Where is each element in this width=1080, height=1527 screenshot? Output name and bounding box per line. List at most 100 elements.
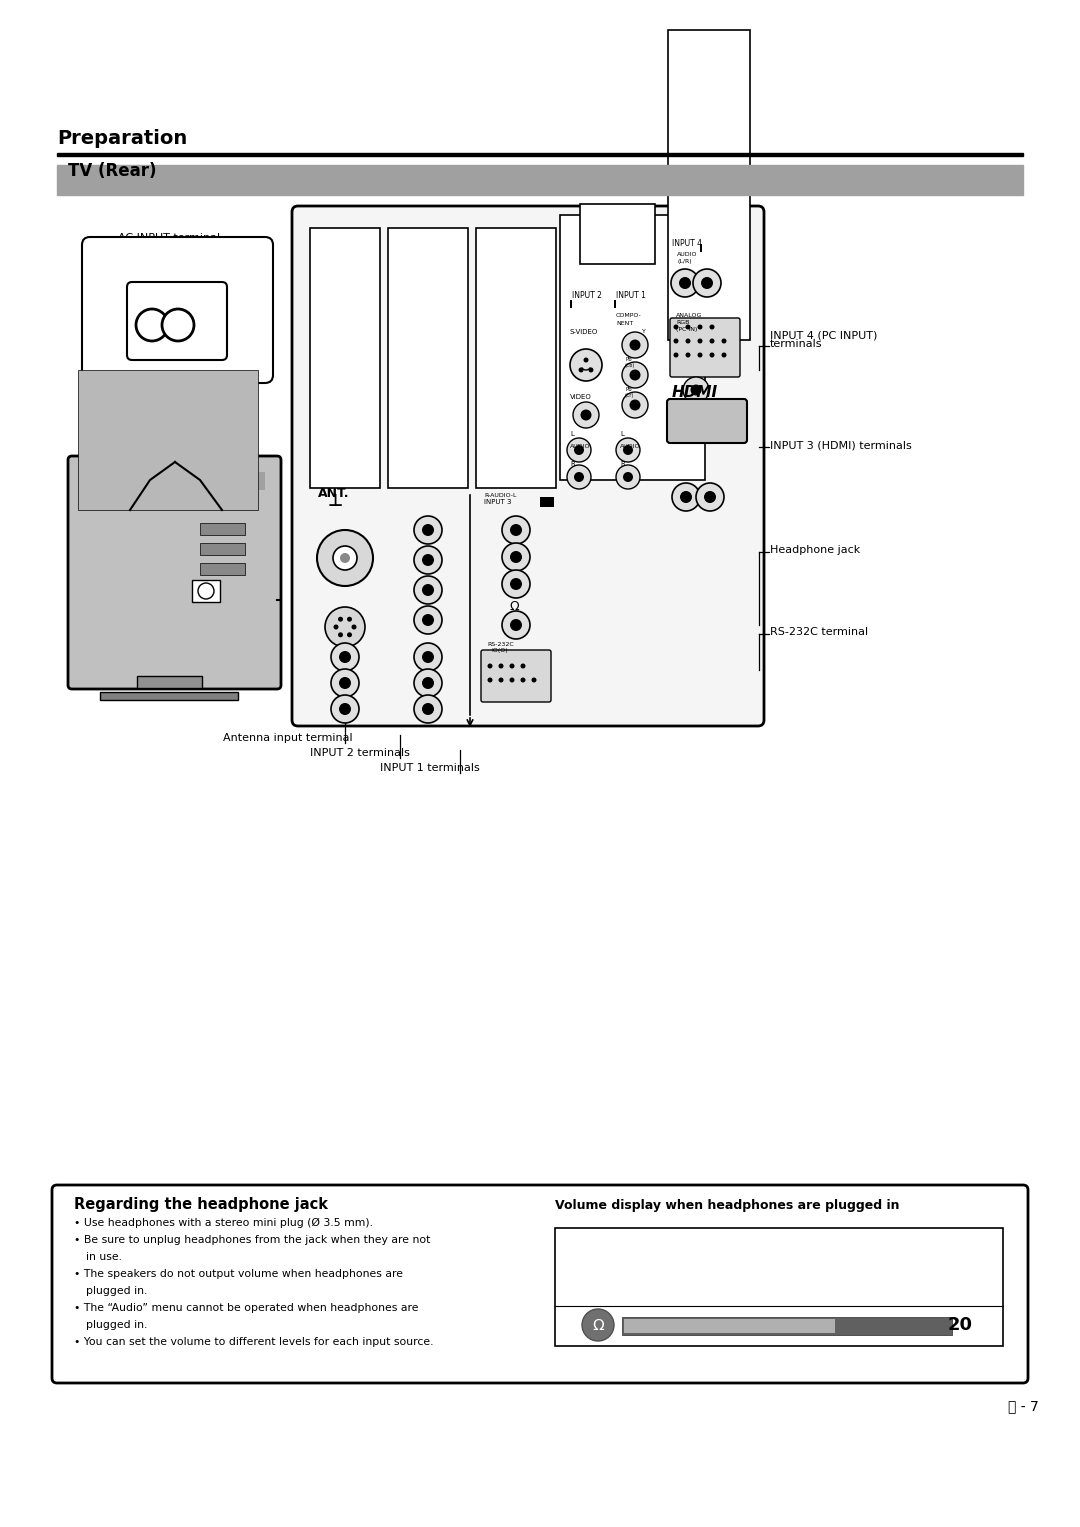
Text: AUDIO: AUDIO [570,444,591,449]
Circle shape [567,466,591,489]
Circle shape [422,524,434,536]
Circle shape [622,362,648,388]
Text: terminals: terminals [770,339,823,350]
Bar [669,31,750,341]
Circle shape [579,368,583,373]
Circle shape [333,547,357,570]
Text: INPUT 2: INPUT 2 [572,292,602,299]
Text: 20: 20 [947,1316,972,1335]
FancyBboxPatch shape [52,1185,1028,1383]
Bar [192,580,220,602]
Circle shape [671,269,699,296]
Text: Ω: Ω [592,1318,604,1333]
Circle shape [339,676,351,689]
Circle shape [686,325,690,330]
Circle shape [414,516,442,544]
Text: R: R [570,461,575,467]
Text: ANT.: ANT. [318,487,350,499]
Circle shape [334,625,338,629]
Circle shape [330,669,359,696]
Bar [310,228,380,489]
Bar [540,496,554,507]
Circle shape [680,492,692,502]
Text: R-AUDIO-L: R-AUDIO-L [484,493,516,498]
Bar [700,244,702,252]
Circle shape [422,583,434,596]
Circle shape [347,632,352,637]
Text: Ω: Ω [509,600,518,612]
Text: TV (Rear): TV (Rear) [68,162,157,180]
Circle shape [582,1309,615,1341]
Text: AUDIO: AUDIO [620,444,640,449]
Circle shape [573,444,584,455]
Text: INPUT 4: INPUT 4 [672,240,702,247]
Text: RS-232C: RS-232C [487,641,514,647]
Circle shape [674,325,678,330]
Circle shape [414,669,442,696]
Circle shape [698,325,702,330]
Circle shape [672,483,700,512]
Circle shape [330,643,359,670]
Circle shape [499,678,503,683]
Text: ⊥: ⊥ [328,492,343,510]
Circle shape [330,695,359,722]
Circle shape [502,611,530,638]
Bar [555,1228,1003,1345]
Text: Antenna input terminal: Antenna input terminal [224,733,353,744]
Text: NENT: NENT [616,321,633,325]
Text: Volume display when headphones are plugged in: Volume display when headphones are plugg… [555,1199,900,1212]
Circle shape [521,664,526,669]
Text: in use.: in use. [86,1252,122,1261]
Bar [57,165,1023,195]
Circle shape [721,339,727,344]
Bar [580,205,654,264]
Circle shape [704,492,716,502]
Circle shape [674,339,678,344]
Circle shape [581,409,592,420]
Circle shape [325,608,365,647]
Text: S-VIDEO: S-VIDEO [570,328,598,334]
Circle shape [502,570,530,599]
Text: R: R [620,461,624,467]
Circle shape [623,472,633,483]
Circle shape [422,676,434,689]
Bar [615,299,616,308]
FancyBboxPatch shape [82,237,273,383]
Circle shape [622,392,648,418]
Text: INPUT 1: INPUT 1 [616,292,646,299]
Text: (Cb): (Cb) [625,363,635,368]
Circle shape [630,400,640,411]
Circle shape [622,331,648,357]
Circle shape [422,651,434,663]
Circle shape [710,339,715,344]
Circle shape [531,678,537,683]
Text: (PC IN): (PC IN) [676,327,698,331]
Text: VIDEO: VIDEO [570,394,592,400]
Text: Preparation: Preparation [57,128,187,148]
Text: (L/R): (L/R) [677,260,691,264]
Text: L: L [570,431,573,437]
Circle shape [422,614,434,626]
FancyBboxPatch shape [667,399,747,443]
FancyBboxPatch shape [292,206,764,725]
Text: RGB: RGB [676,321,689,325]
Text: RS-232C terminal: RS-232C terminal [770,628,868,637]
Circle shape [162,308,194,341]
Circle shape [414,695,442,722]
Circle shape [422,554,434,567]
Circle shape [414,643,442,670]
Circle shape [487,664,492,669]
Circle shape [487,678,492,683]
Circle shape [510,579,522,589]
Circle shape [510,524,522,536]
Circle shape [339,702,351,715]
Circle shape [351,625,356,629]
Circle shape [422,702,434,715]
Text: plugged in.: plugged in. [86,1286,147,1296]
Text: INPUT 3 (HDMI) terminals: INPUT 3 (HDMI) terminals [770,440,912,450]
Text: ANALOG: ANALOG [676,313,702,318]
Bar [137,676,202,689]
Text: (Cr): (Cr) [625,392,634,399]
Text: AC INPUT terminal: AC INPUT terminal [118,234,220,243]
Circle shape [698,353,702,357]
